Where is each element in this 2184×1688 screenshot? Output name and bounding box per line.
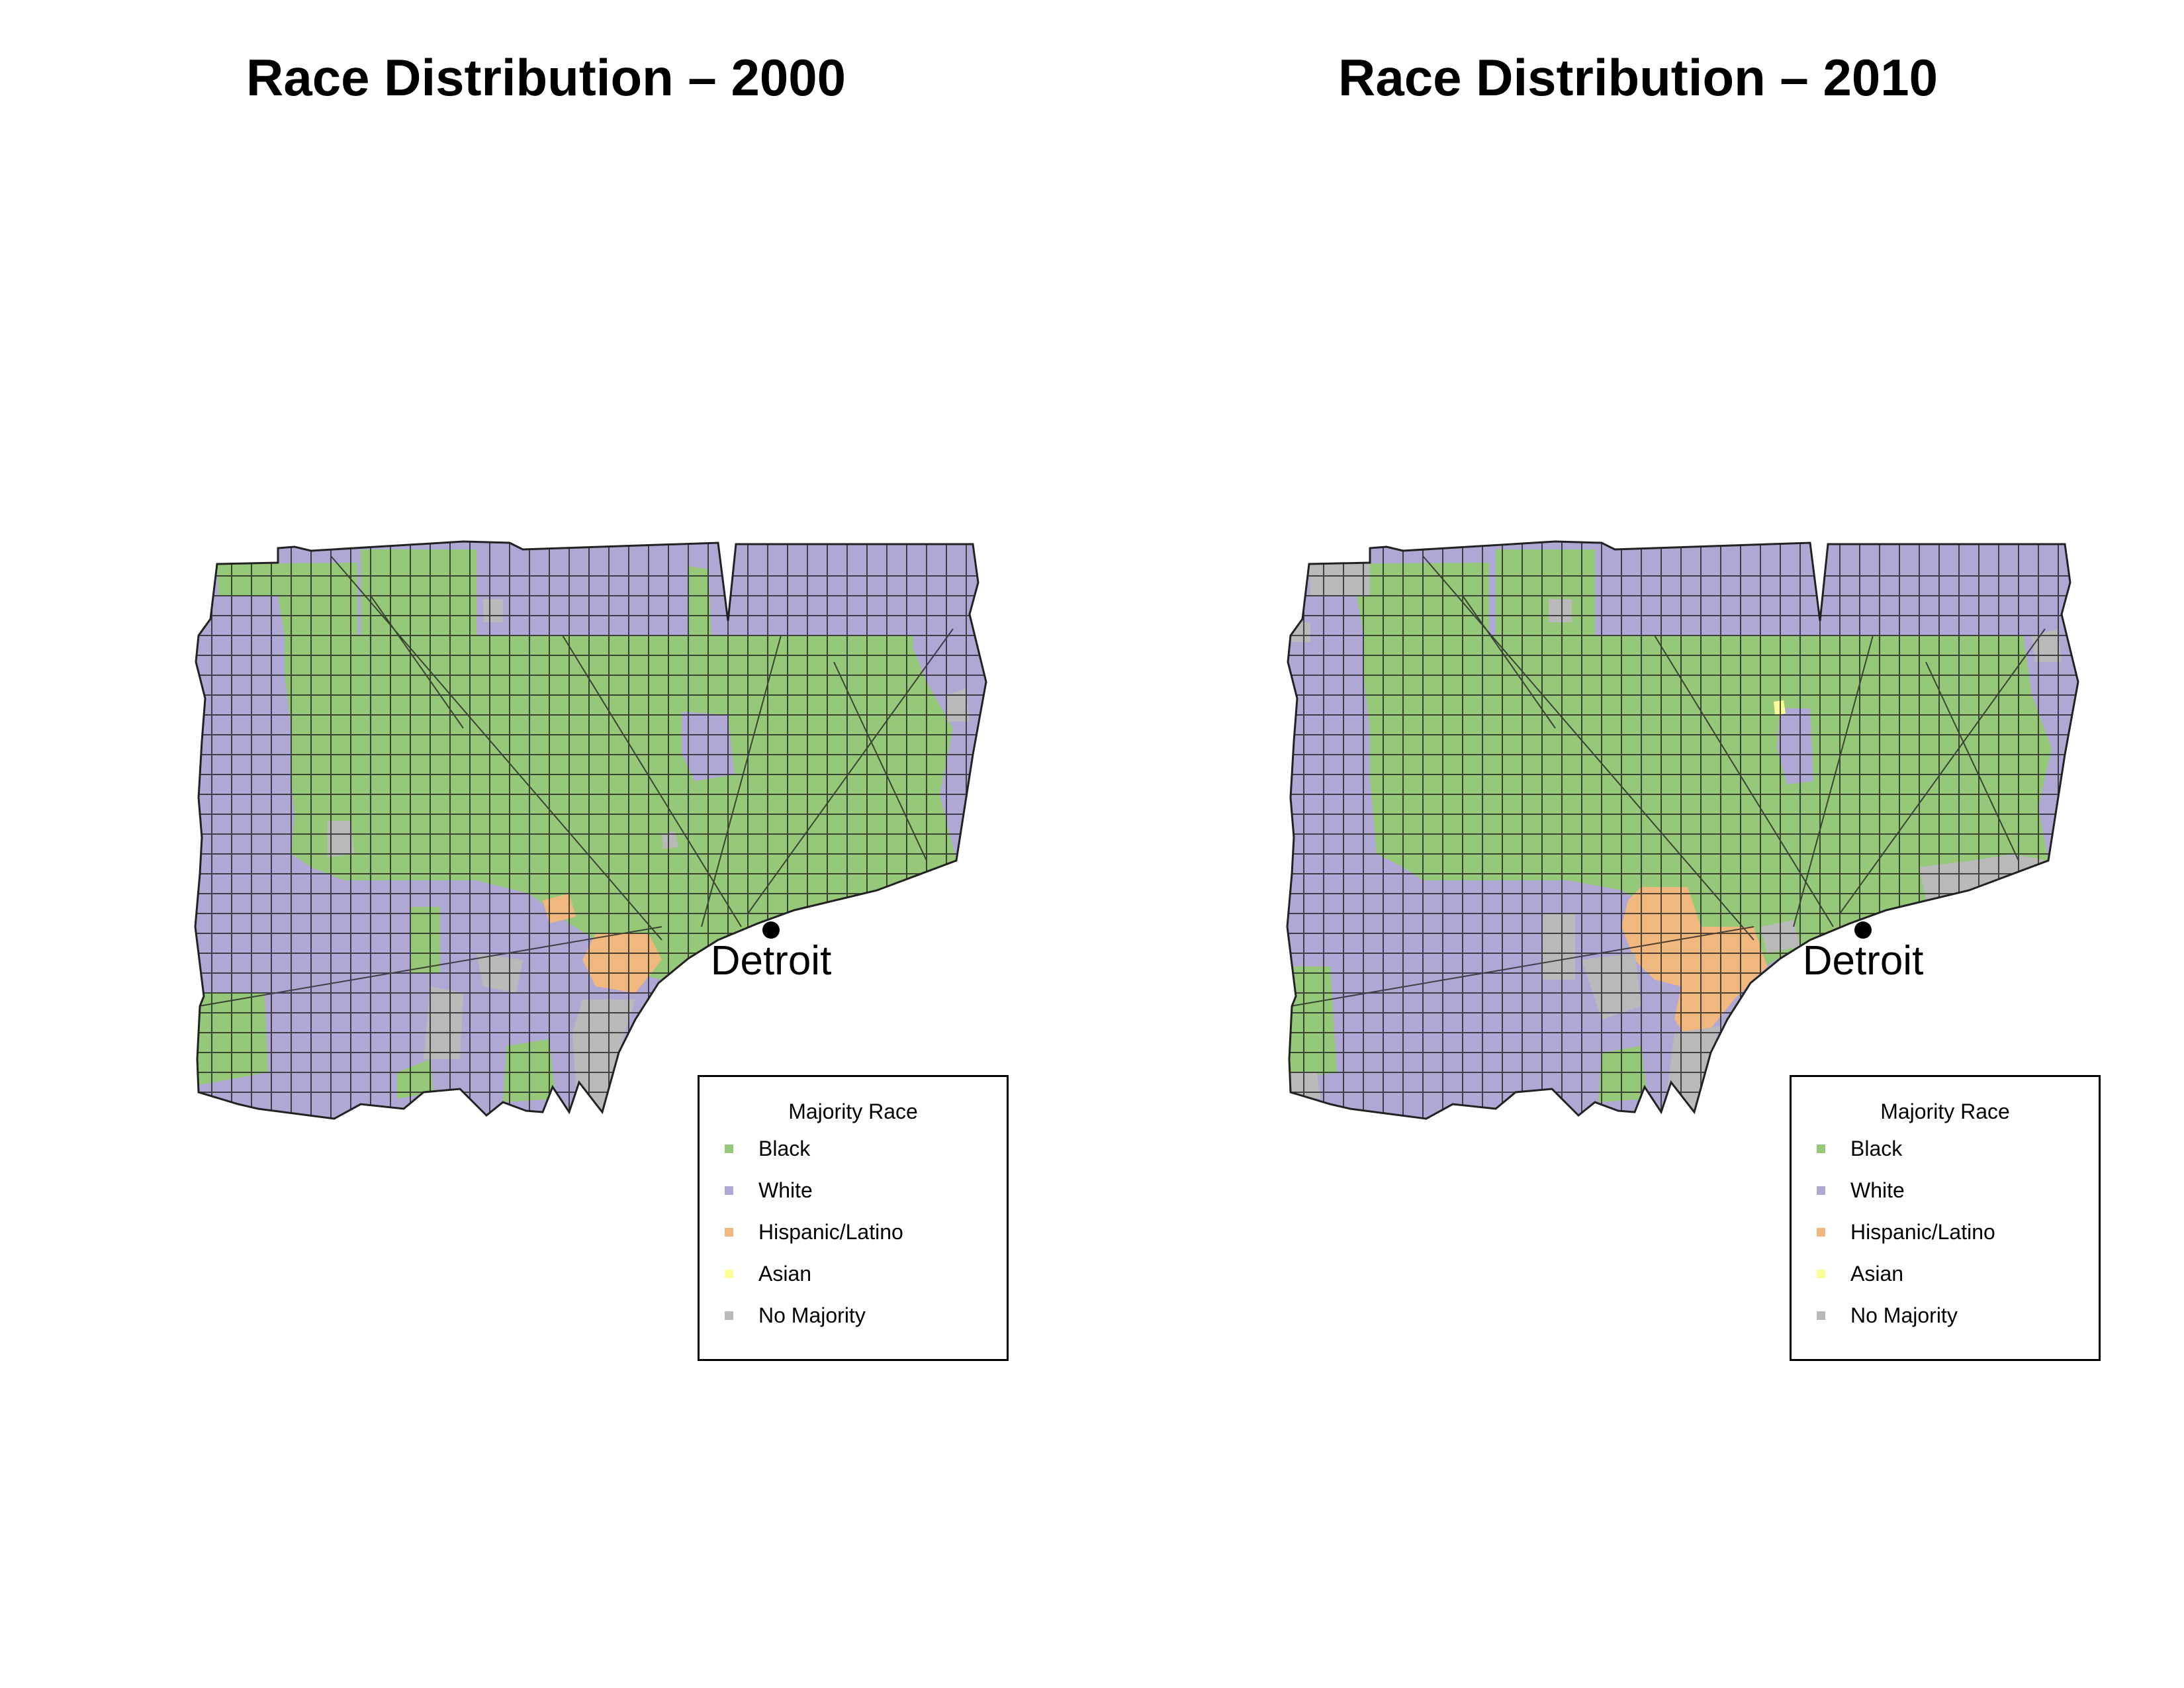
legend-swatch xyxy=(725,1311,733,1320)
city-boundary xyxy=(1286,540,2079,1120)
legend-swatch xyxy=(725,1144,733,1153)
map-title: Race Distribution – 2000 xyxy=(246,48,846,107)
legend-item-hispanic: Hispanic/Latino xyxy=(1817,1219,1995,1245)
choropleth-map: Detroit xyxy=(194,540,987,1120)
legend-label: White xyxy=(1850,1178,1905,1202)
legend-item-hispanic: Hispanic/Latino xyxy=(725,1219,903,1245)
legend: Majority Race Black White Hispanic/Latin… xyxy=(1790,1075,2101,1361)
legend-swatch xyxy=(725,1227,733,1237)
legend-item-black: Black xyxy=(1817,1135,1902,1162)
legend-label: No Majority xyxy=(758,1303,866,1327)
map-regions xyxy=(1287,541,2078,1119)
legend-label: No Majority xyxy=(1850,1303,1958,1327)
legend-label: White xyxy=(758,1178,813,1202)
legend-swatch xyxy=(1817,1227,1825,1237)
map-panel-2000: Race Distribution – 2000 xyxy=(194,48,1009,1361)
city-marker xyxy=(762,921,780,939)
legend-item-white: White xyxy=(1817,1177,1905,1203)
legend-swatch xyxy=(1817,1186,1825,1195)
legend-label: Hispanic/Latino xyxy=(1850,1219,1995,1244)
map-title: Race Distribution – 2010 xyxy=(1338,48,1938,107)
legend-item-asian: Asian xyxy=(1817,1260,1903,1287)
legend-label: Black xyxy=(758,1136,811,1160)
legend: Majority Race Black White Hispanic/Latin… xyxy=(698,1075,1009,1361)
legend-title: Majority Race xyxy=(1880,1100,2010,1123)
map-regions xyxy=(195,541,986,1119)
legend-swatch xyxy=(1817,1311,1825,1320)
legend-swatch xyxy=(725,1186,733,1195)
legend-item-no-majority: No Majority xyxy=(725,1302,866,1329)
legend-title: Majority Race xyxy=(788,1100,918,1123)
legend-swatch xyxy=(1817,1144,1825,1153)
city-marker xyxy=(1854,921,1872,939)
legend-item-asian: Asian xyxy=(725,1260,811,1287)
legend-swatch xyxy=(1817,1269,1825,1278)
legend-label: Black xyxy=(1850,1136,1903,1160)
choropleth-map: Detroit xyxy=(1286,540,2079,1120)
city-boundary xyxy=(194,540,987,1120)
legend-label: Asian xyxy=(1850,1261,1904,1286)
city-label: Detroit xyxy=(711,938,832,984)
legend-item-no-majority: No Majority xyxy=(1817,1302,1958,1329)
map-panel-2010: Race Distribution – 2010 xyxy=(1092,0,2184,1688)
city-label: Detroit xyxy=(1803,938,1924,984)
legend-item-black: Black xyxy=(725,1135,810,1162)
legend-label: Asian xyxy=(758,1261,812,1286)
legend-item-white: White xyxy=(725,1177,813,1203)
legend-swatch xyxy=(725,1269,733,1278)
legend-label: Hispanic/Latino xyxy=(758,1219,903,1244)
